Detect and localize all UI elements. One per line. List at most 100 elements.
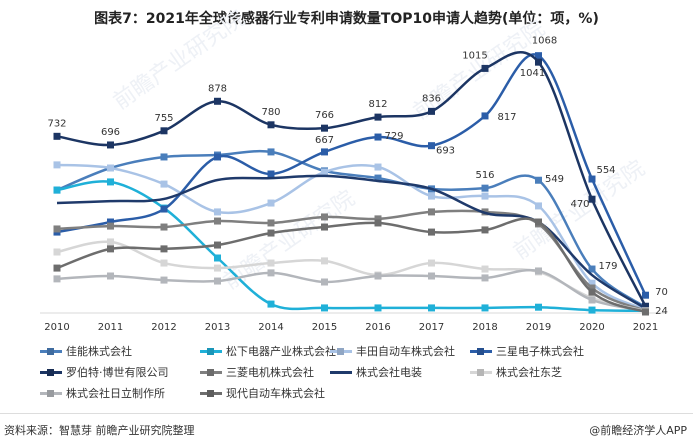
data-point <box>588 284 596 292</box>
x-tick-label: 2019 <box>526 322 551 333</box>
series-line <box>56 268 646 313</box>
data-label: 554 <box>596 165 615 176</box>
data-point <box>267 121 275 129</box>
data-point <box>374 133 382 141</box>
data-point <box>481 112 489 120</box>
x-tick-label: 2010 <box>44 322 69 333</box>
legend-item[interactable]: 三菱电机株式会社 <box>200 364 314 380</box>
data-label: 470 <box>570 199 589 210</box>
data-point <box>214 208 221 216</box>
footer: 资料来源：智慧芽 前瞻产业研究院整理 @前瞻经济学人APP <box>0 413 693 437</box>
legend-swatch-icon <box>470 368 492 376</box>
data-point <box>321 304 328 312</box>
data-point <box>267 199 275 207</box>
data-point <box>535 176 542 184</box>
source-note: 资料来源：智慧芽 前瞻产业研究院整理 <box>4 424 195 437</box>
data-point <box>374 272 382 280</box>
legend-item[interactable]: 丰田自动车株式会社 <box>330 343 455 359</box>
legend-label: 松下电器产业株式会社 <box>226 345 336 358</box>
data-point <box>588 175 596 183</box>
data-point <box>214 254 221 262</box>
data-point <box>374 219 382 227</box>
data-point <box>267 269 275 277</box>
data-point <box>535 52 542 60</box>
legend-item[interactable]: 罗伯特·博世有限公司 <box>40 364 169 380</box>
data-point <box>428 259 435 267</box>
legend-item[interactable]: 株式会社东芝 <box>470 364 562 380</box>
legend-item[interactable]: 佳能株式会社 <box>40 343 132 359</box>
data-point <box>53 132 61 140</box>
data-point <box>53 225 61 233</box>
data-point <box>374 113 382 121</box>
data-label: 878 <box>208 83 227 94</box>
data-point <box>428 142 435 150</box>
legend-item[interactable]: 现代自动车株式会社 <box>200 385 325 401</box>
brand-credit: @前瞻经济学人APP <box>589 424 687 437</box>
chart-title: 图表7：2021年全球传感器行业专利申请数量TOP10申请人趋势(单位：项，%) <box>94 11 599 27</box>
data-point <box>321 257 328 265</box>
x-tick-label: 2014 <box>258 322 283 333</box>
data-point <box>214 277 221 285</box>
legend-swatch-icon <box>330 347 352 355</box>
data-point <box>481 192 489 200</box>
data-label: 1015 <box>462 50 487 61</box>
data-label: 516 <box>475 170 494 181</box>
data-label: 780 <box>261 107 280 118</box>
data-label: 817 <box>497 112 516 123</box>
data-point <box>267 170 275 178</box>
data-point <box>160 127 168 135</box>
legend-label: 株式会社电装 <box>356 366 422 379</box>
legend-swatch-icon <box>200 389 222 397</box>
data-point <box>642 302 649 310</box>
legend-label: 佳能株式会社 <box>66 345 132 358</box>
x-tick-label: 2016 <box>365 322 390 333</box>
legend-swatch-icon <box>40 368 62 376</box>
data-label: 1041 <box>520 68 545 79</box>
legend-label: 三星电子株式会社 <box>496 345 584 358</box>
data-point <box>481 265 489 273</box>
data-point <box>214 264 221 272</box>
data-point <box>374 304 382 312</box>
data-point <box>53 275 61 283</box>
legend-item[interactable]: 松下电器产业株式会社 <box>200 343 336 359</box>
legend-item[interactable]: 三星电子株式会社 <box>470 343 584 359</box>
data-point <box>588 306 596 314</box>
data-point <box>160 205 168 213</box>
data-point <box>321 213 328 221</box>
data-point <box>160 259 168 267</box>
data-point <box>428 272 435 280</box>
data-point <box>107 245 114 253</box>
data-point <box>267 300 275 308</box>
legend-item[interactable]: 株式会社电装 <box>330 364 422 380</box>
data-point <box>481 226 489 234</box>
x-tick-label: 2015 <box>312 322 337 333</box>
legend-label: 株式会社东芝 <box>496 366 562 379</box>
x-tick-label: 2017 <box>419 322 444 333</box>
data-point <box>214 97 221 105</box>
data-label: 24 <box>655 306 668 317</box>
data-label: 729 <box>384 131 403 142</box>
data-point <box>481 304 489 312</box>
data-point <box>535 218 542 226</box>
data-point <box>321 223 328 231</box>
data-label: 766 <box>315 110 334 121</box>
legend-item[interactable]: 株式会社日立制作所 <box>40 385 165 401</box>
data-point <box>214 241 221 249</box>
series-丰田自动车株式会社 <box>53 161 649 314</box>
legend-swatch-icon <box>200 347 222 355</box>
legend-label: 罗伯特·博世有限公司 <box>66 366 169 379</box>
series-现代自动车株式会社 <box>53 217 649 316</box>
legend-label: 三菱电机株式会社 <box>226 366 314 379</box>
data-point <box>53 161 61 169</box>
data-point <box>428 304 435 312</box>
data-point <box>107 178 114 186</box>
legend-swatch-icon <box>470 347 492 355</box>
data-point <box>588 296 596 304</box>
data-point <box>535 58 542 66</box>
data-point <box>160 276 168 284</box>
data-label: 667 <box>315 135 334 146</box>
data-point <box>428 192 435 200</box>
data-point <box>481 64 489 72</box>
data-point <box>267 148 275 156</box>
series-line <box>56 240 646 313</box>
